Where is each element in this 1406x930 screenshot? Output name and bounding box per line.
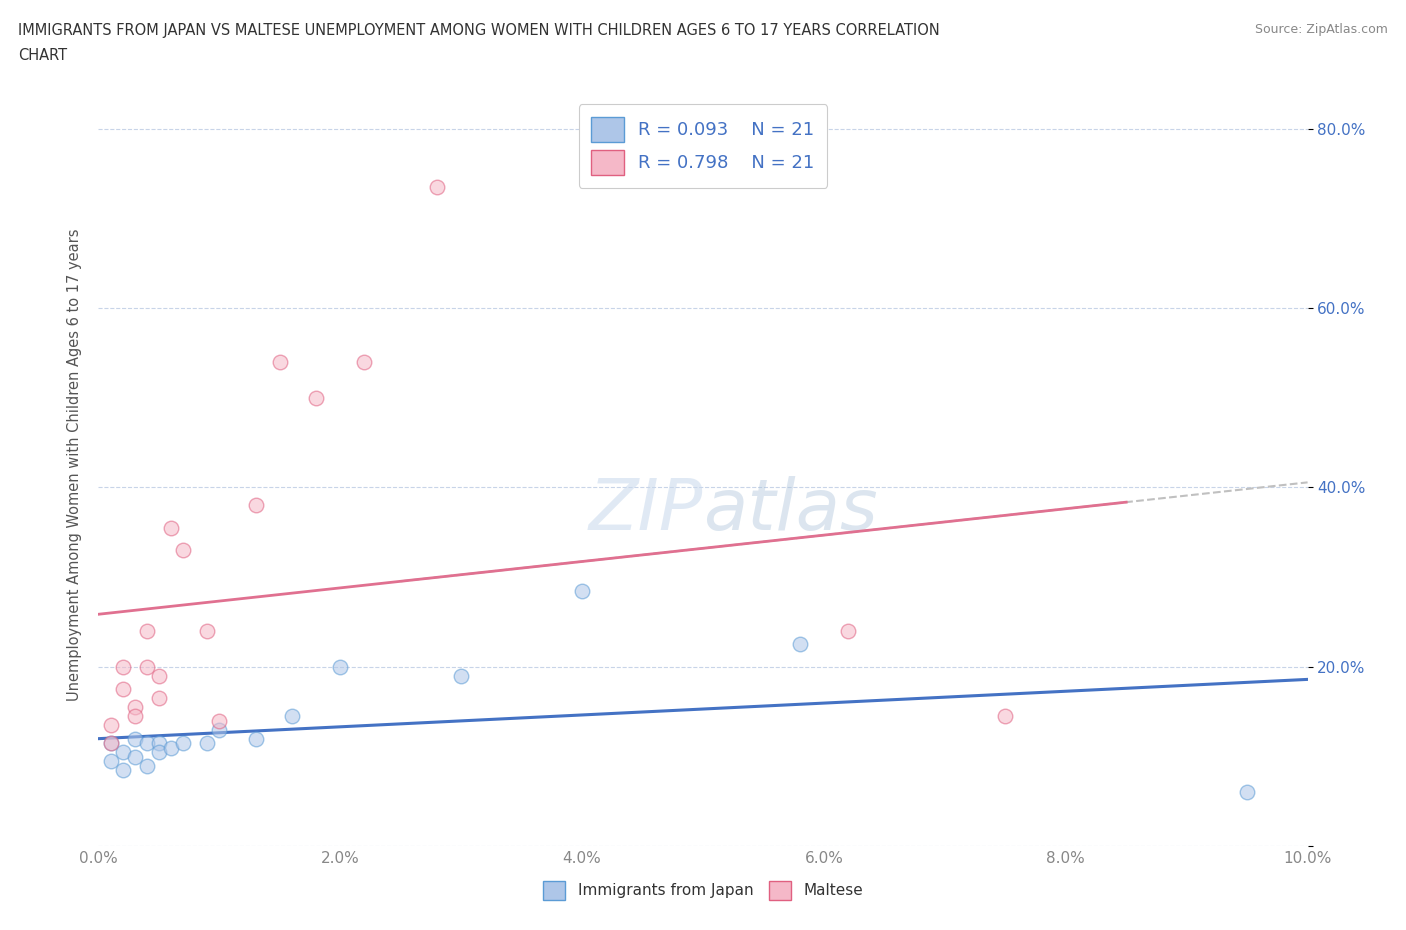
Point <box>837 623 859 638</box>
Point <box>208 713 231 728</box>
Point <box>135 758 157 773</box>
Text: atlas: atlas <box>703 476 877 545</box>
Point <box>135 736 157 751</box>
Point <box>172 543 194 558</box>
Point <box>305 391 328 405</box>
Point <box>124 709 146 724</box>
Point <box>245 498 267 512</box>
Point <box>135 623 157 638</box>
Text: ZIP: ZIP <box>589 476 703 545</box>
Point <box>281 709 304 724</box>
Point <box>100 736 122 751</box>
Point <box>124 699 146 714</box>
Point <box>111 763 134 777</box>
Point <box>329 659 352 674</box>
Point <box>148 745 170 760</box>
Point <box>111 659 134 674</box>
Point <box>160 521 183 536</box>
Point <box>148 669 170 684</box>
Point <box>124 731 146 746</box>
Point <box>789 637 811 652</box>
Point <box>571 583 593 598</box>
Point <box>148 736 170 751</box>
Point <box>111 745 134 760</box>
Point <box>450 669 472 684</box>
Point <box>111 682 134 697</box>
Point <box>353 354 375 369</box>
Text: Source: ZipAtlas.com: Source: ZipAtlas.com <box>1254 23 1388 36</box>
Point <box>100 718 122 733</box>
Point <box>195 736 218 751</box>
Point <box>100 753 122 768</box>
Point <box>426 179 449 194</box>
Point <box>148 691 170 706</box>
Point <box>1236 785 1258 800</box>
Point <box>195 623 218 638</box>
Point <box>160 740 183 755</box>
Point <box>124 750 146 764</box>
Point <box>994 709 1017 724</box>
Point <box>172 736 194 751</box>
Text: IMMIGRANTS FROM JAPAN VS MALTESE UNEMPLOYMENT AMONG WOMEN WITH CHILDREN AGES 6 T: IMMIGRANTS FROM JAPAN VS MALTESE UNEMPLO… <box>18 23 941 38</box>
Point <box>269 354 291 369</box>
Legend: Immigrants from Japan, Maltese: Immigrants from Japan, Maltese <box>534 873 872 908</box>
Point <box>245 731 267 746</box>
Point <box>208 723 231 737</box>
Y-axis label: Unemployment Among Women with Children Ages 6 to 17 years: Unemployment Among Women with Children A… <box>67 229 83 701</box>
Point <box>100 736 122 751</box>
Point <box>135 659 157 674</box>
Text: CHART: CHART <box>18 48 67 63</box>
